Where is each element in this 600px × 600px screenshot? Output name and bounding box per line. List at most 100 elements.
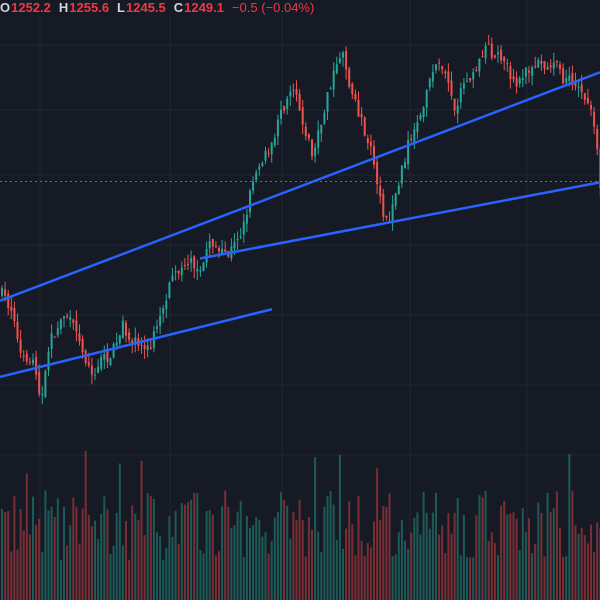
volume-bar <box>373 521 375 600</box>
candle-body <box>236 239 239 241</box>
candle-body <box>462 83 465 89</box>
candle-body <box>211 239 214 247</box>
volume-bar <box>422 492 425 600</box>
volume-bar <box>78 543 81 600</box>
candle-body <box>109 358 112 366</box>
trendlines[interactable] <box>0 71 600 379</box>
candle-body <box>168 282 171 298</box>
candle-body <box>286 98 289 110</box>
candle-body <box>146 345 149 350</box>
volume-bar <box>515 518 518 600</box>
candle-body <box>351 83 354 95</box>
volume-bar <box>90 526 93 600</box>
candle-body <box>497 52 499 55</box>
candle-body <box>369 141 372 147</box>
volume-bar <box>165 547 168 600</box>
candle-body <box>183 264 186 266</box>
volume-bar <box>453 512 456 600</box>
volume-bar <box>94 520 96 600</box>
candle-body <box>59 319 62 330</box>
volume-bar <box>280 492 282 600</box>
volume-bar <box>1 508 3 600</box>
candle-body <box>565 78 568 83</box>
volume-bar <box>593 552 596 600</box>
volume-bar <box>376 468 379 600</box>
candle-body <box>453 98 456 111</box>
volume-bar <box>81 508 84 600</box>
low-value: L1245.5 <box>117 0 166 15</box>
candle-body <box>242 221 245 235</box>
volume-bar <box>568 453 571 600</box>
volume-bar <box>125 521 127 600</box>
candle-body <box>586 97 589 104</box>
volume-bars <box>1 451 600 600</box>
candle-body <box>103 353 106 360</box>
candle-body <box>407 140 410 165</box>
volume-bar <box>407 548 410 600</box>
volume-bar <box>292 512 295 600</box>
volume-bar <box>156 532 158 600</box>
candle-body <box>50 333 53 349</box>
candle-body <box>428 78 431 88</box>
candle-body <box>394 193 397 206</box>
candle-body <box>171 275 174 281</box>
candle-body <box>261 163 264 166</box>
candle-body <box>360 114 363 118</box>
candle-body <box>140 344 143 346</box>
candle-body <box>187 263 189 266</box>
candle-body <box>317 130 320 148</box>
volume-bar <box>431 512 434 600</box>
candle-body <box>397 185 400 195</box>
candle-body <box>304 126 307 137</box>
candle-body <box>81 338 84 353</box>
volume-bar <box>307 516 310 600</box>
volume-bar <box>53 516 56 600</box>
high-value: H1255.6 <box>58 0 110 15</box>
candle-body <box>357 99 360 117</box>
volume-bar <box>168 516 171 600</box>
volume-bar <box>100 513 103 600</box>
candle-body <box>307 134 310 139</box>
candle-body <box>162 308 165 314</box>
volume-bar <box>97 539 100 600</box>
candle-body <box>459 88 462 103</box>
volume-bar <box>4 512 7 600</box>
volume-bar <box>425 512 428 600</box>
candles[interactable] <box>1 34 600 405</box>
candle-body <box>320 124 323 134</box>
candle-body <box>233 242 236 249</box>
volume-bar <box>596 522 599 600</box>
volume-bar <box>177 544 180 600</box>
candle-body <box>280 109 282 119</box>
volume-bar <box>199 550 202 600</box>
volume-bar <box>283 500 286 600</box>
candle-body <box>419 115 422 120</box>
candle-body <box>329 88 332 90</box>
volume-bar <box>134 513 137 600</box>
volume-bar <box>565 556 568 600</box>
candle-body <box>97 366 100 373</box>
candle-body <box>481 56 484 58</box>
candle-body <box>202 262 205 271</box>
candle-body <box>249 190 251 213</box>
candle-body <box>273 137 276 146</box>
candle-body <box>28 361 31 363</box>
candle-body <box>515 77 518 87</box>
volume-bar <box>242 557 245 600</box>
candle-body <box>425 90 428 108</box>
volume-bar <box>38 518 41 600</box>
candle-body <box>115 342 118 346</box>
volume-bar <box>208 510 211 600</box>
candle-body <box>4 289 7 296</box>
volume-bar <box>128 559 131 600</box>
candle-body <box>121 320 124 338</box>
volume-bar <box>509 513 512 600</box>
volume-bar <box>13 496 16 600</box>
volume-bar <box>487 541 490 600</box>
volume-bar <box>456 497 459 600</box>
volume-bar <box>521 508 524 600</box>
candle-body <box>379 185 382 197</box>
volume-bar <box>56 498 59 600</box>
